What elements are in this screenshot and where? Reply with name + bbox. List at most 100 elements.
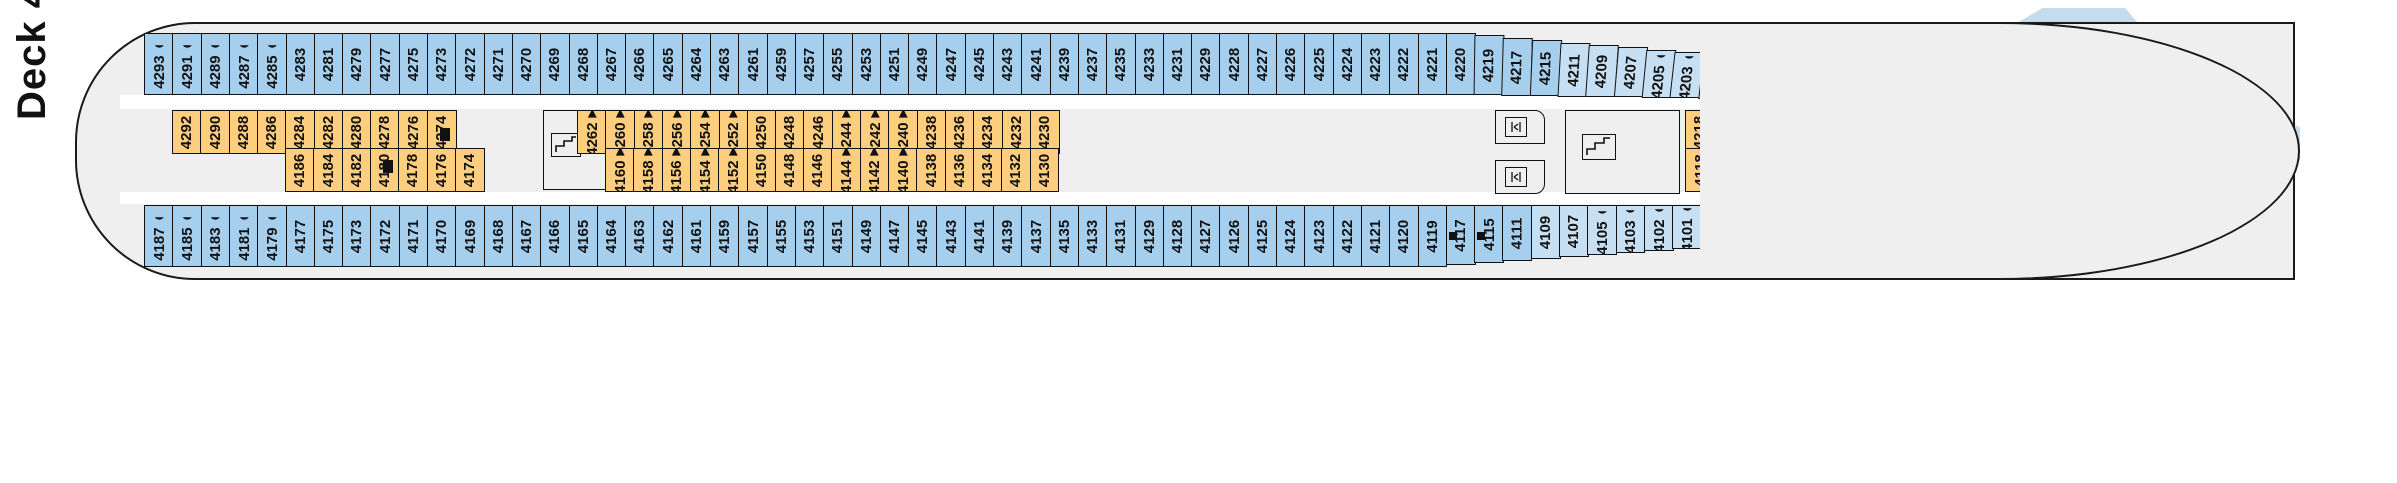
cabin-4220[interactable]: 4220 — [1445, 33, 1476, 95]
cabin-4181[interactable]: 4181 — [228, 205, 259, 267]
cabin-4223[interactable]: 4223 — [1360, 33, 1391, 95]
cabin-4273[interactable]: 4273 — [427, 33, 457, 95]
cabin-4153[interactable]: 4153 — [794, 205, 825, 267]
cabin-4156[interactable]: 4156 — [661, 148, 692, 192]
cabin-4168[interactable]: 4168 — [483, 205, 514, 267]
cabin-4233[interactable]: 4233 — [1134, 33, 1165, 95]
cabin-4247[interactable]: 4247 — [936, 33, 967, 95]
cabin-4221[interactable]: 4221 — [1417, 33, 1448, 95]
cabin-4174[interactable]: 4174 — [454, 148, 485, 192]
cabin-4147[interactable]: 4147 — [879, 205, 910, 267]
cabin-4293[interactable]: 4293 — [144, 33, 174, 95]
cabin-4278[interactable]: 4278 — [370, 110, 400, 154]
cabin-4150[interactable]: 4150 — [746, 148, 777, 192]
cabin-4183[interactable]: 4183 — [200, 205, 231, 267]
cabin-4184[interactable]: 4184 — [313, 148, 344, 192]
cabin-4134[interactable]: 4134 — [972, 148, 1003, 192]
cabin-4286[interactable]: 4286 — [256, 110, 287, 154]
cabin-4258[interactable]: 4258 — [633, 110, 664, 154]
cabin-4243[interactable]: 4243 — [993, 33, 1023, 95]
cabin-4281[interactable]: 4281 — [313, 33, 344, 95]
cabin-4270[interactable]: 4270 — [511, 33, 542, 95]
cabin-4143[interactable]: 4143 — [936, 205, 967, 267]
cabin-4111[interactable]: 4111 — [1502, 205, 1533, 261]
cabin-4129[interactable]: 4129 — [1134, 205, 1165, 267]
cabin-4179[interactable]: 4179 — [257, 205, 288, 267]
cabin-4145[interactable]: 4145 — [908, 205, 938, 267]
cabin-4288[interactable]: 4288 — [228, 110, 259, 154]
cabin-4119[interactable]: 4119 — [1417, 205, 1448, 267]
cabin-4277[interactable]: 4277 — [370, 33, 401, 95]
cabin-4239[interactable]: 4239 — [1049, 33, 1080, 95]
cabin-4262[interactable]: 4262 — [577, 110, 607, 154]
cabin-4130[interactable]: 4130 — [1029, 148, 1060, 192]
cabin-4102[interactable]: 4102 — [1643, 205, 1674, 251]
cabin-4139[interactable]: 4139 — [993, 205, 1023, 267]
cabin-4138[interactable]: 4138 — [916, 148, 947, 192]
cabin-4259[interactable]: 4259 — [766, 33, 797, 95]
cabin-4236[interactable]: 4236 — [944, 110, 975, 154]
cabin-4275[interactable]: 4275 — [398, 33, 429, 95]
cabin-4186[interactable]: 4186 — [285, 148, 315, 192]
cabin-4267[interactable]: 4267 — [596, 33, 627, 95]
cabin-4164[interactable]: 4164 — [596, 205, 627, 267]
cabin-4158[interactable]: 4158 — [633, 148, 664, 192]
cabin-4285[interactable]: 4285 — [257, 33, 288, 95]
cabin-4265[interactable]: 4265 — [653, 33, 684, 95]
cabin-4266[interactable]: 4266 — [625, 33, 655, 95]
cabin-4287[interactable]: 4287 — [228, 33, 259, 95]
cabin-4257[interactable]: 4257 — [794, 33, 825, 95]
cabin-4124[interactable]: 4124 — [1276, 205, 1306, 267]
cabin-4237[interactable]: 4237 — [1077, 33, 1108, 95]
cabin-4224[interactable]: 4224 — [1332, 33, 1363, 95]
cabin-4271[interactable]: 4271 — [483, 33, 514, 95]
cabin-4140[interactable]: 4140 — [888, 148, 918, 192]
cabin-4166[interactable]: 4166 — [540, 205, 571, 267]
cabin-4251[interactable]: 4251 — [879, 33, 910, 95]
cabin-4167[interactable]: 4167 — [511, 205, 542, 267]
cabin-4219[interactable]: 4219 — [1473, 35, 1505, 96]
cabin-4227[interactable]: 4227 — [1247, 33, 1278, 95]
cabin-4152[interactable]: 4152 — [718, 148, 749, 192]
cabin-4131[interactable]: 4131 — [1106, 205, 1137, 267]
cabin-4289[interactable]: 4289 — [200, 33, 231, 95]
cabin-4109[interactable]: 4109 — [1530, 205, 1561, 259]
cabin-4161[interactable]: 4161 — [681, 205, 712, 267]
cabin-4205[interactable]: 4205 — [1641, 49, 1677, 98]
cabin-4123[interactable]: 4123 — [1304, 205, 1335, 267]
cabin-4148[interactable]: 4148 — [774, 148, 805, 192]
cabin-4268[interactable]: 4268 — [568, 33, 599, 95]
cabin-4228[interactable]: 4228 — [1219, 33, 1250, 95]
cabin-4269[interactable]: 4269 — [540, 33, 571, 95]
cabin-4155[interactable]: 4155 — [766, 205, 797, 267]
cabin-4159[interactable]: 4159 — [710, 205, 740, 267]
cabin-4246[interactable]: 4246 — [803, 110, 834, 154]
cabin-4170[interactable]: 4170 — [427, 205, 457, 267]
cabin-4160[interactable]: 4160 — [605, 148, 635, 192]
cabin-4142[interactable]: 4142 — [859, 148, 890, 192]
cabin-4231[interactable]: 4231 — [1162, 33, 1193, 95]
cabin-4241[interactable]: 4241 — [1021, 33, 1052, 95]
cabin-4185[interactable]: 4185 — [172, 205, 203, 267]
cabin-4222[interactable]: 4222 — [1389, 33, 1420, 95]
cabin-4272[interactable]: 4272 — [455, 33, 486, 95]
cabin-4230[interactable]: 4230 — [1029, 110, 1060, 154]
cabin-4276[interactable]: 4276 — [398, 110, 429, 154]
cabin-4163[interactable]: 4163 — [625, 205, 655, 267]
cabin-4127[interactable]: 4127 — [1191, 205, 1221, 267]
cabin-4173[interactable]: 4173 — [342, 205, 372, 267]
cabin-4175[interactable]: 4175 — [313, 205, 344, 267]
cabin-4187[interactable]: 4187 — [144, 205, 174, 267]
cabin-4283[interactable]: 4283 — [285, 33, 316, 95]
cabin-4249[interactable]: 4249 — [908, 33, 938, 95]
cabin-4133[interactable]: 4133 — [1077, 205, 1108, 267]
cabin-4120[interactable]: 4120 — [1389, 205, 1420, 267]
cabin-4284[interactable]: 4284 — [285, 110, 316, 154]
cabin-4225[interactable]: 4225 — [1304, 33, 1335, 95]
cabin-4261[interactable]: 4261 — [738, 33, 769, 95]
cabin-4151[interactable]: 4151 — [823, 205, 854, 267]
cabin-4244[interactable]: 4244 — [831, 110, 862, 154]
cabin-4103[interactable]: 4103 — [1615, 205, 1646, 253]
cabin-4264[interactable]: 4264 — [681, 33, 712, 95]
cabin-4263[interactable]: 4263 — [710, 33, 740, 95]
